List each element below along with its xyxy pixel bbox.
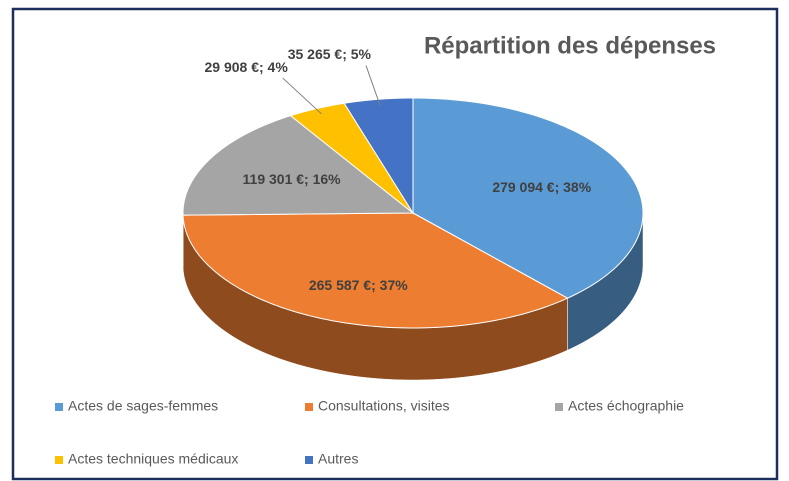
legend-label: Consultations, visites [318, 398, 450, 414]
data-label: 279 094 €; 38% [492, 179, 591, 195]
pie-slice [412, 97, 644, 299]
data-label: 119 301 €; 16% [243, 171, 342, 187]
leader-line [282, 77, 322, 115]
pie-slice [182, 212, 569, 329]
legend-swatch [555, 403, 563, 411]
legend-label: Autres [318, 451, 358, 467]
legend-label: Actes échographie [568, 398, 684, 414]
legend-swatch [55, 403, 63, 411]
data-label: 35 265 €; 5% [288, 46, 372, 62]
data-label: 29 908 €; 4% [204, 59, 288, 75]
leader-line [365, 65, 381, 106]
legend-swatch [305, 403, 313, 411]
legend-label: Actes techniques médicaux [68, 451, 238, 467]
data-label: 265 587 €; 37% [309, 277, 408, 293]
pie-slice [289, 102, 414, 214]
pie-slice [182, 115, 415, 216]
chart-title: Répartition des dépenses [424, 32, 716, 59]
legend-swatch [305, 456, 313, 464]
legend-swatch [55, 456, 63, 464]
legend-label: Actes de sages-femmes [68, 398, 218, 414]
